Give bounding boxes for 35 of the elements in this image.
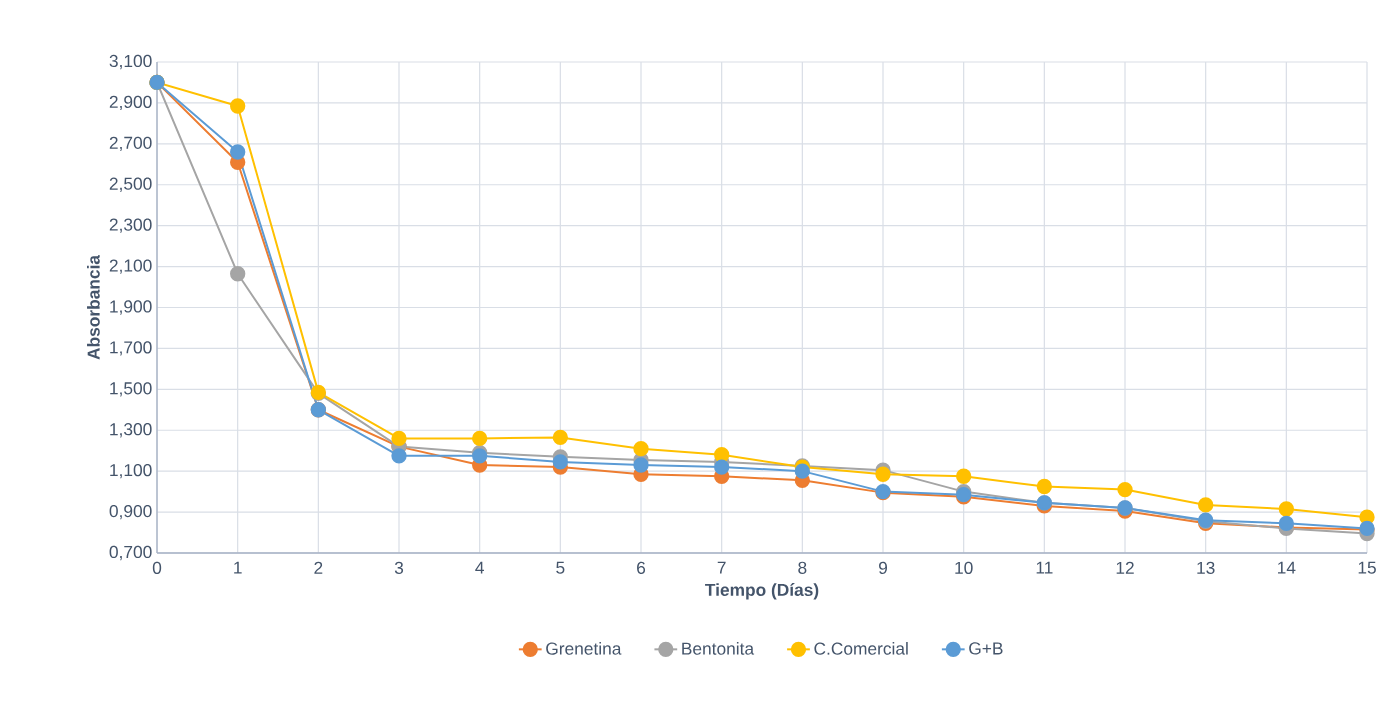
y-tick-label: 2,900 — [109, 95, 152, 111]
legend-label: Grenetina — [546, 642, 622, 655]
x-tick-label: 8 — [798, 561, 807, 574]
y-tick-label: 1,700 — [110, 341, 152, 356]
y-tick-label: 2,300 — [109, 218, 152, 233]
y-tick-label: 2,100 — [109, 259, 152, 274]
y-tick-label: 2,500 — [109, 177, 152, 192]
y-tick-label: 1,500 — [110, 382, 152, 397]
x-tick-label: 13 — [1197, 561, 1215, 574]
x-tick-label: 14 — [1278, 561, 1296, 574]
x-tick-label: 4 — [475, 561, 484, 574]
y-tick-label: 3,100 — [109, 54, 152, 70]
y-tick-label: 0,900 — [109, 504, 152, 520]
legend-label: C.Comercial — [814, 642, 908, 655]
x-tick-label: 10 — [955, 561, 973, 574]
y-tick-label: 0,700 — [109, 545, 152, 561]
x-tick-label: 9 — [879, 561, 888, 574]
x-tick-label: 2 — [314, 561, 323, 574]
y-tick-label: 1,900 — [110, 300, 152, 315]
x-tick-label: 11 — [1036, 561, 1053, 574]
y-tick-label: 2,700 — [109, 136, 152, 151]
x-tick-label: 3 — [394, 561, 404, 574]
x-tick-label: 6 — [637, 561, 646, 574]
y-tick-label: 1,300 — [110, 423, 152, 438]
y-tick-label: 1,100 — [110, 463, 152, 479]
x-axis-title: Tiempo (Días) — [705, 583, 819, 600]
x-tick-label: 7 — [717, 561, 726, 574]
y-axis-title: Absorbancia — [87, 254, 100, 360]
x-tick-label: 15 — [1358, 561, 1376, 574]
x-tick-label: 12 — [1116, 561, 1134, 574]
x-tick-label: 0 — [152, 561, 162, 574]
legend-label: Bentonita — [682, 642, 755, 655]
x-tick-label: 1 — [234, 561, 242, 574]
legend-label: G+B — [969, 642, 1003, 655]
x-tick-label: 5 — [556, 561, 565, 574]
